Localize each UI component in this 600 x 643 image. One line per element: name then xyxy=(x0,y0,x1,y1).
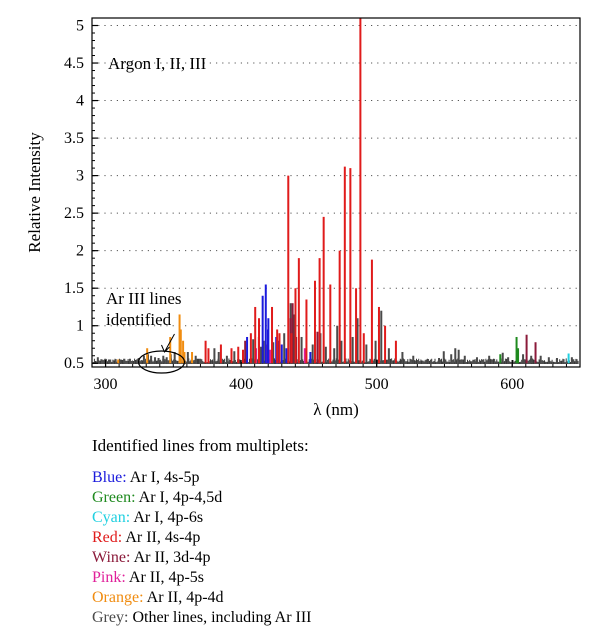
y-tick-label: 2 xyxy=(76,243,84,260)
legend-label: Ar II, 4p-4d xyxy=(143,589,224,606)
annotation-arrow xyxy=(161,333,175,353)
x-tick-label: 300 xyxy=(94,376,118,393)
series-red xyxy=(204,18,397,364)
plot-label: Argon I, II, III xyxy=(108,54,207,73)
legend-color-name: Pink: xyxy=(92,569,126,586)
legend-item-grey: Grey: Other lines, including Ar III xyxy=(92,608,572,628)
y-tick-label: 2.5 xyxy=(64,205,84,222)
legend-item-green: Green: Ar I, 4p-4,5d xyxy=(92,488,572,508)
annotation-ellipse xyxy=(137,350,186,374)
legend-label: Ar I, 4p-4,5d xyxy=(135,489,223,506)
y-tick-label: 1 xyxy=(76,318,84,335)
legend-list: Blue: Ar I, 4s-5p Green: Ar I, 4p-4,5d Cya… xyxy=(92,468,572,628)
y-tick-label: 1.5 xyxy=(64,280,84,297)
legend-color-name: Green: xyxy=(92,489,136,506)
spectrum-chart: 0.5 1 1.5 2 2.5 3 3.5 4 4.5 5 300 400 500 600 Argon I… xyxy=(25,17,581,419)
legend-label: Ar I, 4p-6s xyxy=(130,509,204,526)
y-tick-label: 5 xyxy=(76,18,84,35)
x-tick-label: 400 xyxy=(229,376,253,393)
x-axis-label: λ (nm) xyxy=(313,400,359,419)
legend-color-name: Wine: xyxy=(92,549,131,566)
legend-label: Other lines, including Ar III xyxy=(128,609,312,626)
y-tick-label: 4.5 xyxy=(64,55,84,72)
legend: Identified lines from multiplets: Blue: … xyxy=(92,436,572,628)
axis-ticks: 0.5 1 1.5 2 2.5 3 3.5 4 4.5 5 300 400 500 600 xyxy=(64,18,581,393)
y-tick-label: 0.5 xyxy=(64,355,84,372)
y-tick-label: 4 xyxy=(76,93,84,110)
legend-item-orange: Orange: Ar II, 4p-4d xyxy=(92,588,572,608)
legend-color-name: Cyan: xyxy=(92,509,131,526)
ar-iii-annotation: Ar III lines identified xyxy=(106,289,186,374)
spectral-lines xyxy=(96,18,573,364)
legend-color-name: Grey: xyxy=(92,609,129,626)
legend-item-red: Red: Ar II, 4s-4p xyxy=(92,528,572,548)
legend-label: Ar II, 4s-4p xyxy=(122,529,201,546)
legend-title: Identified lines from multiplets: xyxy=(92,436,309,455)
legend-label: Ar I, 4s-5p xyxy=(126,469,200,486)
y-tick-label: 3 xyxy=(76,168,84,185)
x-tick-label: 600 xyxy=(500,376,524,393)
legend-item-wine: Wine: Ar II, 3d-4p xyxy=(92,548,572,568)
series-green xyxy=(499,336,520,364)
y-tick-label: 3.5 xyxy=(64,130,84,147)
legend-label: Ar II, 4p-5s xyxy=(125,569,205,586)
legend-color-name: Red: xyxy=(92,529,123,546)
legend-color-name: Blue: xyxy=(92,469,127,486)
y-axis-label: Relative Intensity xyxy=(25,132,44,253)
annotation-text-line-2: identified xyxy=(106,310,172,329)
annotation-text-line-1: Ar III lines xyxy=(106,289,182,308)
legend-label: Ar II, 3d-4p xyxy=(130,549,211,566)
legend-color-name: Orange: xyxy=(92,589,144,606)
legend-item-cyan: Cyan: Ar I, 4p-6s xyxy=(92,508,572,528)
legend-item-blue: Blue: Ar I, 4s-5p xyxy=(92,468,572,488)
x-tick-label: 500 xyxy=(365,376,389,393)
legend-item-pink: Pink: Ar II, 4p-5s xyxy=(92,568,572,588)
